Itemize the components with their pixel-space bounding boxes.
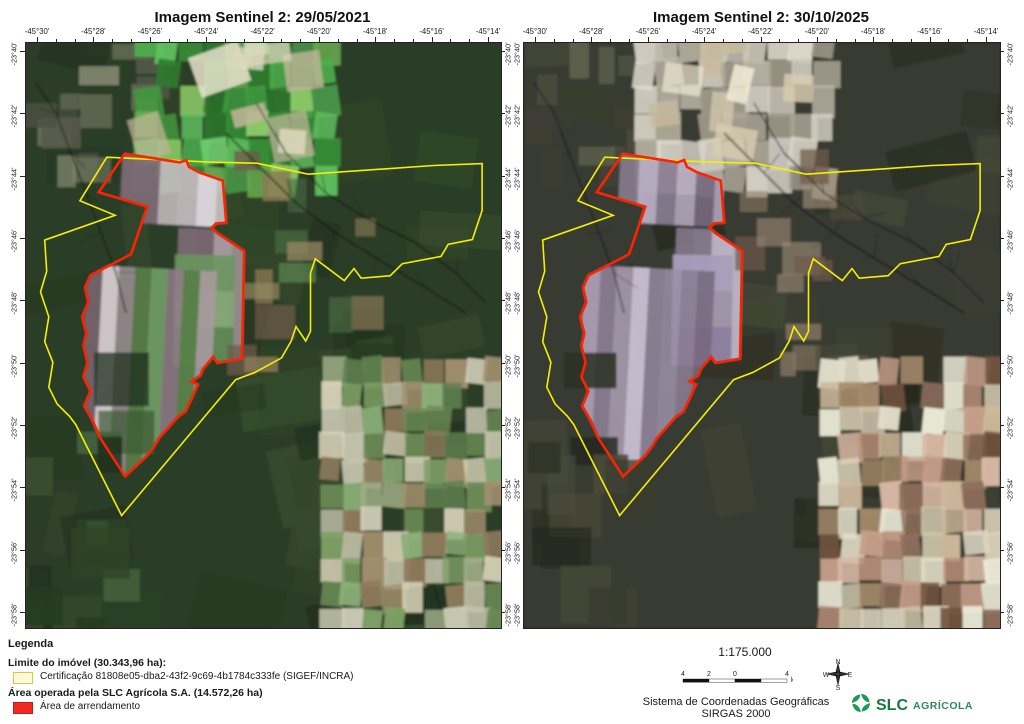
svg-text:E: E bbox=[848, 672, 853, 679]
svg-text:4: 4 bbox=[681, 671, 685, 678]
svg-text:W: W bbox=[823, 672, 830, 679]
svg-text:0: 0 bbox=[733, 671, 737, 678]
svg-text:2: 2 bbox=[707, 671, 711, 678]
svg-text:km: km bbox=[791, 677, 793, 684]
svg-text:4: 4 bbox=[785, 671, 789, 678]
svg-text:SLC: SLC bbox=[876, 697, 908, 714]
svg-text:AGRÍCOLA: AGRÍCOLA bbox=[913, 699, 973, 712]
